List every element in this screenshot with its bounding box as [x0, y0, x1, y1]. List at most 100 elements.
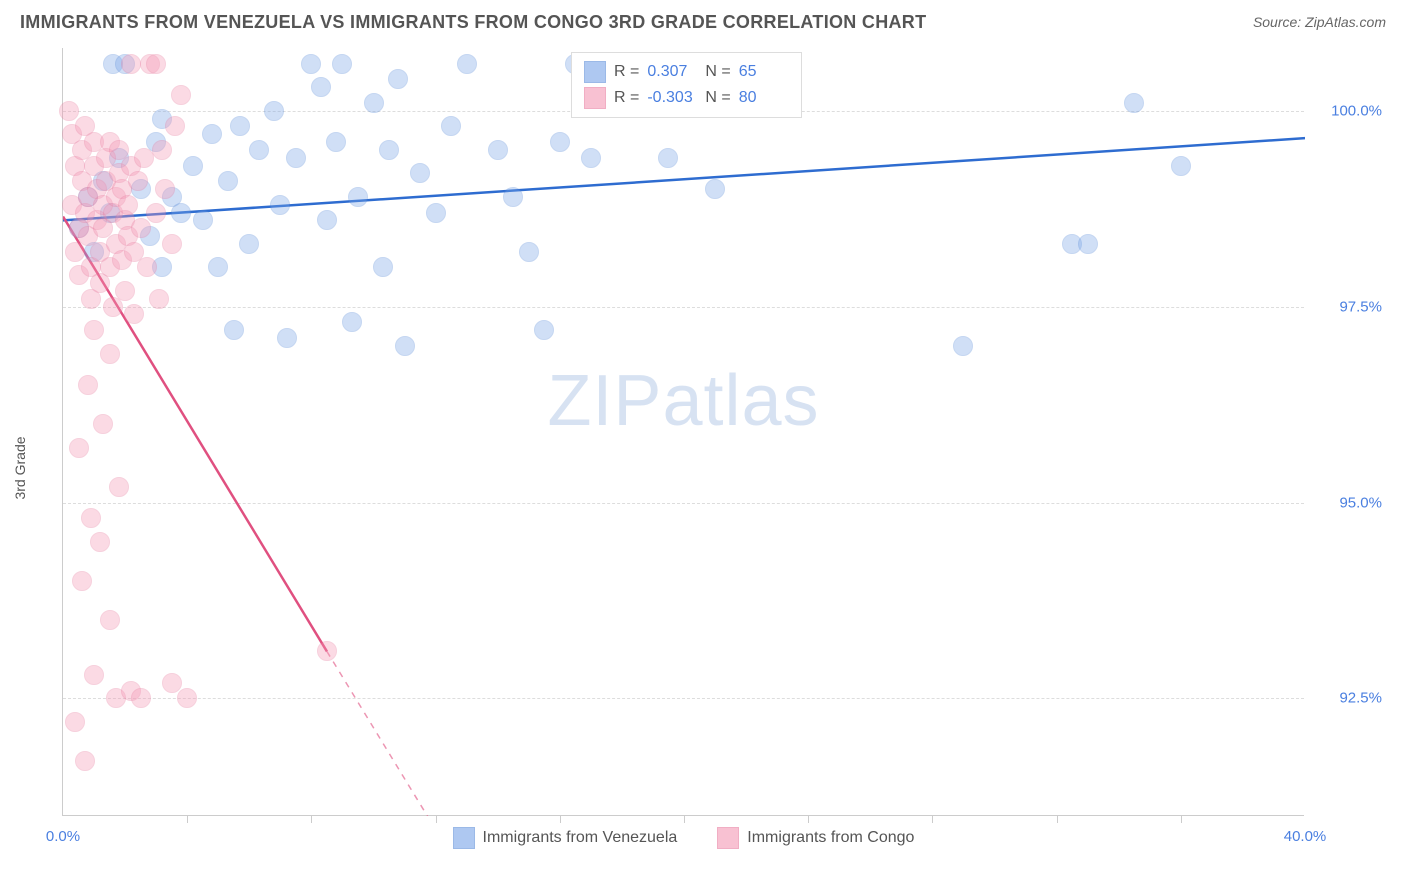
legend-n-label: N = [705, 89, 730, 107]
chart-container: 3rd Grade ZIPatlas 92.5%95.0%97.5%100.0%… [62, 48, 1388, 888]
legend-swatch-congo [717, 827, 739, 849]
scatter-point-venezuela [410, 163, 430, 183]
legend-swatch-venezuela [453, 827, 475, 849]
scatter-point-congo [75, 751, 95, 771]
x-tick [1057, 815, 1058, 823]
gridline-h [63, 698, 1304, 699]
x-tick [684, 815, 685, 823]
scatter-point-venezuela [379, 140, 399, 160]
scatter-point-venezuela [277, 328, 297, 348]
legend-row-venezuela: R =0.307N =65 [584, 59, 789, 85]
legend-n-value: 65 [739, 63, 789, 81]
source-name: ZipAtlas.com [1305, 14, 1386, 30]
legend-n-label: N = [705, 63, 730, 81]
watermark-part2: atlas [662, 361, 819, 441]
scatter-point-congo [146, 203, 166, 223]
x-tick [187, 815, 188, 823]
y-tick-label: 97.5% [1312, 298, 1382, 315]
scatter-point-venezuela [270, 195, 290, 215]
scatter-point-congo [121, 54, 141, 74]
scatter-point-venezuela [534, 320, 554, 340]
scatter-point-congo [152, 140, 172, 160]
plot-area: ZIPatlas 92.5%95.0%97.5%100.0%0.0%40.0%R… [62, 48, 1304, 816]
scatter-point-venezuela [503, 187, 523, 207]
watermark-part1: ZIP [547, 361, 662, 441]
scatter-point-congo [149, 289, 169, 309]
scatter-point-venezuela [488, 140, 508, 160]
legend-item-congo: Immigrants from Congo [717, 827, 914, 849]
scatter-point-congo [131, 218, 151, 238]
legend-r-label: R = [614, 89, 639, 107]
scatter-point-congo [134, 148, 154, 168]
scatter-point-congo [165, 116, 185, 136]
gridline-h [63, 503, 1304, 504]
legend-r-label: R = [614, 63, 639, 81]
scatter-point-venezuela [301, 54, 321, 74]
scatter-point-congo [124, 304, 144, 324]
scatter-point-congo [72, 571, 92, 591]
scatter-point-congo [155, 179, 175, 199]
scatter-point-venezuela [441, 116, 461, 136]
scatter-point-venezuela [364, 93, 384, 113]
scatter-point-venezuela [519, 242, 539, 262]
y-tick-label: 95.0% [1312, 494, 1382, 511]
scatter-point-venezuela [239, 234, 259, 254]
trend-layer [63, 48, 1305, 816]
scatter-point-congo [118, 195, 138, 215]
legend-swatch-venezuela [584, 61, 606, 83]
scatter-point-congo [177, 688, 197, 708]
scatter-point-venezuela [332, 54, 352, 74]
scatter-point-venezuela [317, 210, 337, 230]
y-axis-label: 3rd Grade [12, 436, 28, 499]
scatter-point-venezuela [171, 203, 191, 223]
scatter-point-venezuela [218, 171, 238, 191]
scatter-point-venezuela [264, 101, 284, 121]
scatter-point-venezuela [395, 336, 415, 356]
trend-extrap-congo [327, 651, 504, 816]
x-tick [311, 815, 312, 823]
scatter-point-venezuela [550, 132, 570, 152]
scatter-point-venezuela [1078, 234, 1098, 254]
scatter-point-congo [93, 414, 113, 434]
scatter-point-venezuela [193, 210, 213, 230]
scatter-point-venezuela [426, 203, 446, 223]
scatter-point-congo [171, 85, 191, 105]
scatter-point-congo [69, 438, 89, 458]
scatter-point-congo [100, 610, 120, 630]
legend-label-venezuela: Immigrants from Venezuela [483, 829, 678, 847]
scatter-point-venezuela [311, 77, 331, 97]
source-prefix: Source: [1253, 14, 1305, 30]
scatter-point-congo [162, 234, 182, 254]
scatter-point-congo [137, 257, 157, 277]
series-legend: Immigrants from Venezuela Immigrants from… [63, 827, 1304, 849]
scatter-point-congo [109, 477, 129, 497]
legend-row-congo: R = -0.303 N = 80 [584, 85, 789, 111]
scatter-point-congo [78, 375, 98, 395]
x-tick [1181, 815, 1182, 823]
watermark: ZIPatlas [547, 360, 819, 442]
scatter-point-venezuela [1171, 156, 1191, 176]
gridline-h [63, 307, 1304, 308]
x-tick [436, 815, 437, 823]
scatter-point-congo [128, 171, 148, 191]
scatter-point-venezuela [230, 116, 250, 136]
scatter-point-venezuela [342, 312, 362, 332]
scatter-point-venezuela [208, 257, 228, 277]
legend-r-value: -0.303 [647, 89, 697, 107]
source-attribution: Source: ZipAtlas.com [1253, 14, 1386, 32]
scatter-point-congo [84, 320, 104, 340]
x-tick [560, 815, 561, 823]
scatter-point-venezuela [953, 336, 973, 356]
scatter-point-congo [81, 508, 101, 528]
legend-n-value: 80 [739, 89, 789, 107]
scatter-point-venezuela [388, 69, 408, 89]
scatter-point-venezuela [705, 179, 725, 199]
scatter-point-venezuela [457, 54, 477, 74]
correlation-legend: R =0.307N =65R =-0.303N =80 [571, 52, 802, 118]
scatter-point-congo [131, 688, 151, 708]
y-tick-label: 92.5% [1312, 690, 1382, 707]
y-tick-label: 100.0% [1312, 102, 1382, 119]
scatter-point-congo [146, 54, 166, 74]
scatter-point-venezuela [373, 257, 393, 277]
scatter-point-venezuela [183, 156, 203, 176]
